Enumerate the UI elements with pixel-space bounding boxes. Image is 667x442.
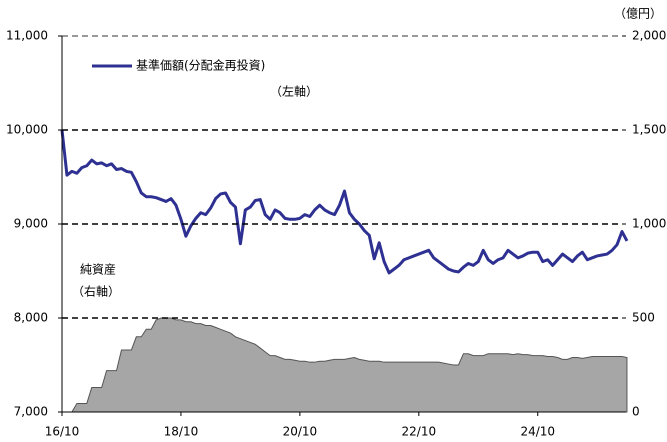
x-tick-label: 18/10 bbox=[164, 425, 199, 439]
line bbox=[60, 129, 629, 275]
area bbox=[62, 317, 628, 413]
x-tick-label: 20/10 bbox=[283, 425, 318, 439]
y2-tick-label: 1,000 bbox=[632, 217, 666, 231]
y2-tick-label: 0 bbox=[632, 405, 640, 419]
x-tick-label: 24/10 bbox=[520, 425, 555, 439]
area-note: （右軸） bbox=[72, 284, 120, 299]
y-tick-label: 7,000 bbox=[14, 405, 48, 419]
x-tick-label: 16/10 bbox=[45, 425, 80, 439]
y-tick-label: 9,000 bbox=[14, 217, 48, 231]
y-tick-label: 11,000 bbox=[6, 29, 48, 43]
area-label: 純資産 bbox=[80, 262, 116, 277]
y-tick-label: 10,000 bbox=[6, 123, 48, 137]
y-tick-label: 8,000 bbox=[14, 311, 48, 325]
y2-tick-label: 500 bbox=[632, 311, 655, 325]
y2-tick-label: 1,500 bbox=[632, 123, 666, 137]
legend-label: 基準価額(分配金再投資) bbox=[136, 58, 265, 73]
y2-unit: （億円） bbox=[614, 7, 662, 21]
legend-note: （左軸） bbox=[270, 84, 318, 99]
x-tick-label: 22/10 bbox=[402, 425, 437, 439]
y2-tick-label: 2,000 bbox=[632, 29, 666, 43]
